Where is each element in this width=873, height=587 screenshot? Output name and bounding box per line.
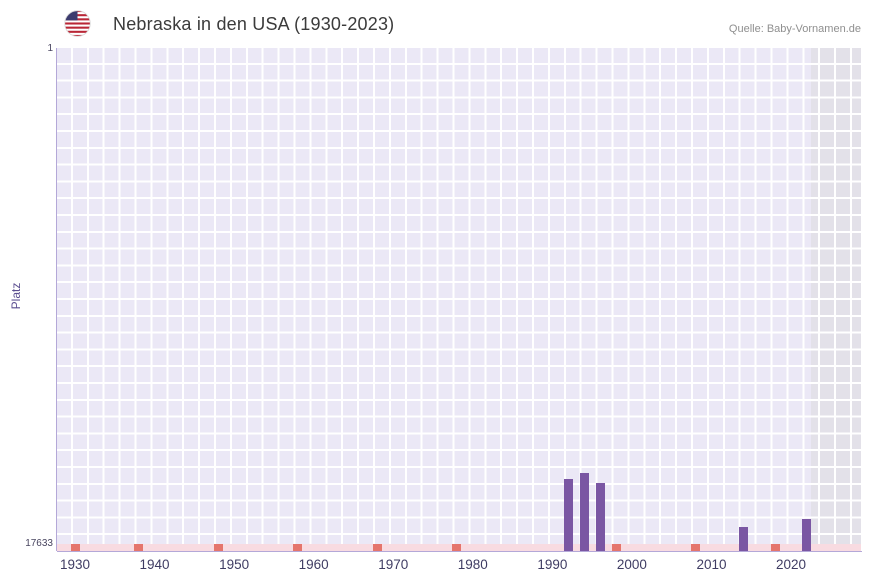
y-axis-title: Platz xyxy=(9,282,23,310)
source-credit: Quelle: Baby-Vornamen.de xyxy=(728,23,861,35)
x-tick-label-1930: 1930 xyxy=(59,557,91,572)
x-tick-label-1970: 1970 xyxy=(378,557,409,572)
unranked-mark-1948[interactable] xyxy=(213,544,223,551)
unranked-mark-1998[interactable] xyxy=(611,544,621,551)
rank-bar-1994[interactable] xyxy=(579,473,589,551)
us-flag-icon xyxy=(64,10,91,37)
x-tick-label-2020: 2020 xyxy=(776,557,807,572)
bars-layer xyxy=(57,48,861,551)
page-title: Nebraska in den USA (1930-2023) xyxy=(113,14,395,34)
x-axis-line xyxy=(57,551,862,552)
unranked-mark-2018[interactable] xyxy=(770,544,780,551)
unranked-mark-1938[interactable] xyxy=(134,544,144,551)
unranked-mark-1930[interactable] xyxy=(70,544,80,551)
plot-area xyxy=(57,48,861,551)
rank-bar-1992[interactable] xyxy=(563,478,573,551)
unranked-mark-1968[interactable] xyxy=(372,544,382,551)
x-tick-label-1950: 1950 xyxy=(219,557,250,572)
x-tick-label-2000: 2000 xyxy=(616,557,647,572)
x-tick-label-1940: 1940 xyxy=(139,557,170,572)
gridlines xyxy=(57,48,861,551)
y-axis-line xyxy=(56,48,57,551)
y-axis-bottom-label: 17633 xyxy=(25,538,53,549)
x-tick-label-1990: 1990 xyxy=(537,557,568,572)
x-tick-label-1980: 1980 xyxy=(457,557,488,572)
rank-bar-2014[interactable] xyxy=(738,527,748,551)
unranked-mark-1978[interactable] xyxy=(452,544,462,551)
y-axis-top-label: 1 xyxy=(47,43,53,54)
rank-bar-2022[interactable] xyxy=(802,518,812,551)
unranked-mark-1958[interactable] xyxy=(293,544,303,551)
band-layer xyxy=(57,48,861,551)
unranked-mark-2008[interactable] xyxy=(691,544,701,551)
x-tick-label-1960: 1960 xyxy=(298,557,329,572)
x-tick-label-2010: 2010 xyxy=(696,557,727,572)
rank-bar-1996[interactable] xyxy=(595,483,605,551)
